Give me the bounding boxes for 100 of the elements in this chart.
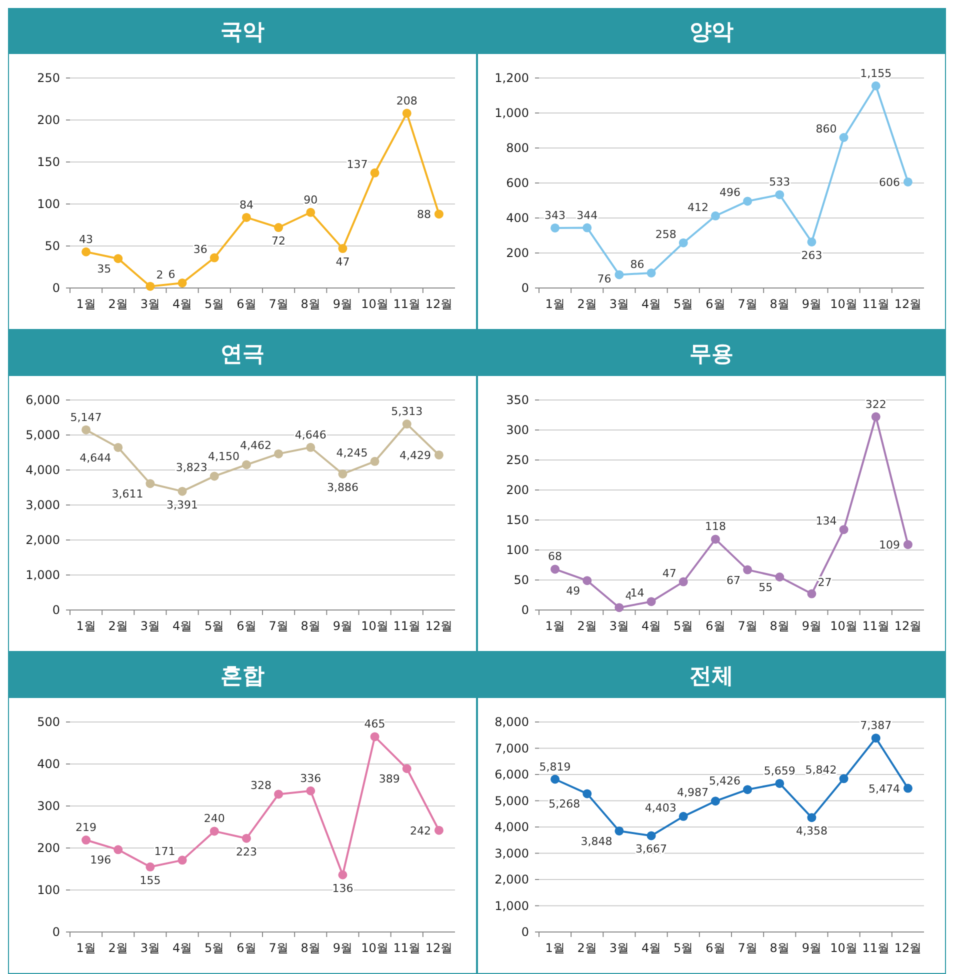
point — [434, 450, 444, 460]
point — [210, 826, 219, 836]
point — [114, 254, 123, 264]
x-tick-label: 4월 — [172, 941, 192, 955]
x-tick-label: 4월 — [641, 619, 662, 633]
point — [903, 784, 912, 793]
data-label: 88 — [416, 208, 431, 222]
point — [646, 831, 656, 840]
point — [114, 442, 123, 452]
data-label: 68 — [548, 550, 562, 564]
point — [839, 133, 848, 142]
data-label: 1,155 — [860, 66, 892, 80]
x-tick-label: 11월 — [862, 297, 890, 311]
x-tick-label: 7월 — [268, 619, 288, 633]
x-tick-label: 5월 — [674, 297, 694, 311]
y-tick-label: 200 — [37, 113, 60, 127]
point — [338, 469, 348, 478]
y-tick-label: 5,000 — [494, 794, 529, 808]
x-tick-label: 7월 — [738, 941, 758, 955]
x-tick-label: 8월 — [300, 619, 320, 633]
point — [82, 247, 91, 256]
data-label: 86 — [630, 258, 644, 271]
point — [274, 790, 284, 799]
data-label: 47 — [336, 256, 350, 269]
data-label: 496 — [720, 186, 741, 200]
x-tick-label: 9월 — [332, 619, 353, 633]
y-tick-label: 100 — [37, 197, 60, 211]
data-label: 7,387 — [860, 719, 892, 732]
data-label: 3,391 — [166, 498, 198, 512]
point — [582, 789, 592, 798]
x-tick-label: 10월 — [830, 619, 858, 633]
point — [306, 208, 316, 217]
y-tick-label: 0 — [521, 603, 529, 617]
data-label: 109 — [878, 538, 900, 552]
y-tick-label: 600 — [506, 176, 529, 190]
point — [178, 278, 187, 288]
point — [370, 168, 380, 178]
x-tick-label: 10월 — [361, 941, 388, 955]
y-tick-label: 400 — [506, 211, 529, 225]
y-tick-label: 300 — [506, 423, 529, 437]
data-label: 5,819 — [539, 760, 571, 774]
point — [743, 785, 752, 794]
point — [242, 212, 251, 222]
chart-title: 연극 — [220, 342, 264, 367]
y-tick-label: 7,000 — [494, 741, 529, 756]
data-label: 90 — [304, 193, 318, 206]
y-tick-label: 1,200 — [494, 71, 529, 85]
y-tick-label: 4,000 — [26, 463, 60, 477]
data-label: 5,426 — [709, 774, 741, 788]
data-label: 4,403 — [644, 801, 676, 814]
y-tick-label: 3,000 — [494, 846, 529, 860]
data-label: 412 — [687, 200, 708, 214]
x-tick-label: 7월 — [738, 619, 758, 633]
x-tick-label: 3월 — [140, 941, 160, 955]
x-tick-label: 3월 — [609, 619, 630, 633]
point — [710, 211, 720, 220]
x-tick-label: 2월 — [108, 941, 128, 955]
point — [775, 190, 784, 200]
x-tick-label: 8월 — [770, 941, 790, 955]
y-tick-label: 50 — [44, 239, 60, 253]
y-tick-label: 100 — [506, 543, 529, 557]
chart-title: 혼합 — [220, 664, 264, 689]
y-tick-label: 300 — [37, 799, 60, 813]
data-label: 2 — [156, 268, 164, 282]
point — [178, 486, 187, 496]
x-tick-label: 2월 — [108, 297, 128, 311]
y-tick-label: 200 — [37, 841, 60, 855]
point — [678, 812, 688, 821]
data-label: 84 — [239, 198, 254, 212]
point — [807, 237, 816, 246]
point — [402, 420, 412, 429]
data-label: 27 — [818, 576, 832, 589]
x-tick-label: 4월 — [172, 619, 192, 633]
x-tick-label: 6월 — [706, 941, 726, 955]
x-tick-label: 8월 — [300, 297, 320, 311]
x-tick-label: 9월 — [332, 941, 353, 955]
point — [274, 223, 284, 232]
chart-title: 양악 — [690, 20, 734, 45]
data-label: 14 — [630, 586, 644, 600]
y-tick-label: 0 — [52, 925, 60, 939]
x-tick-label: 8월 — [770, 297, 790, 311]
data-label: 533 — [769, 176, 790, 189]
point — [82, 836, 91, 845]
x-tick-label: 10월 — [361, 619, 388, 633]
point — [370, 732, 380, 742]
x-tick-label: 1월 — [545, 941, 565, 955]
x-tick-label: 8월 — [300, 941, 320, 955]
point — [306, 442, 316, 452]
point — [871, 734, 880, 743]
y-tick-label: 250 — [506, 453, 529, 467]
x-tick-label: 5월 — [674, 941, 694, 955]
x-tick-label: 11월 — [393, 619, 421, 633]
point — [582, 576, 592, 586]
x-tick-label: 5월 — [204, 941, 224, 955]
data-label: 47 — [662, 566, 676, 580]
data-label: 196 — [90, 854, 112, 867]
data-label: 5,268 — [548, 798, 580, 811]
point — [614, 270, 624, 280]
data-label: 322 — [865, 398, 886, 411]
point — [678, 577, 688, 586]
